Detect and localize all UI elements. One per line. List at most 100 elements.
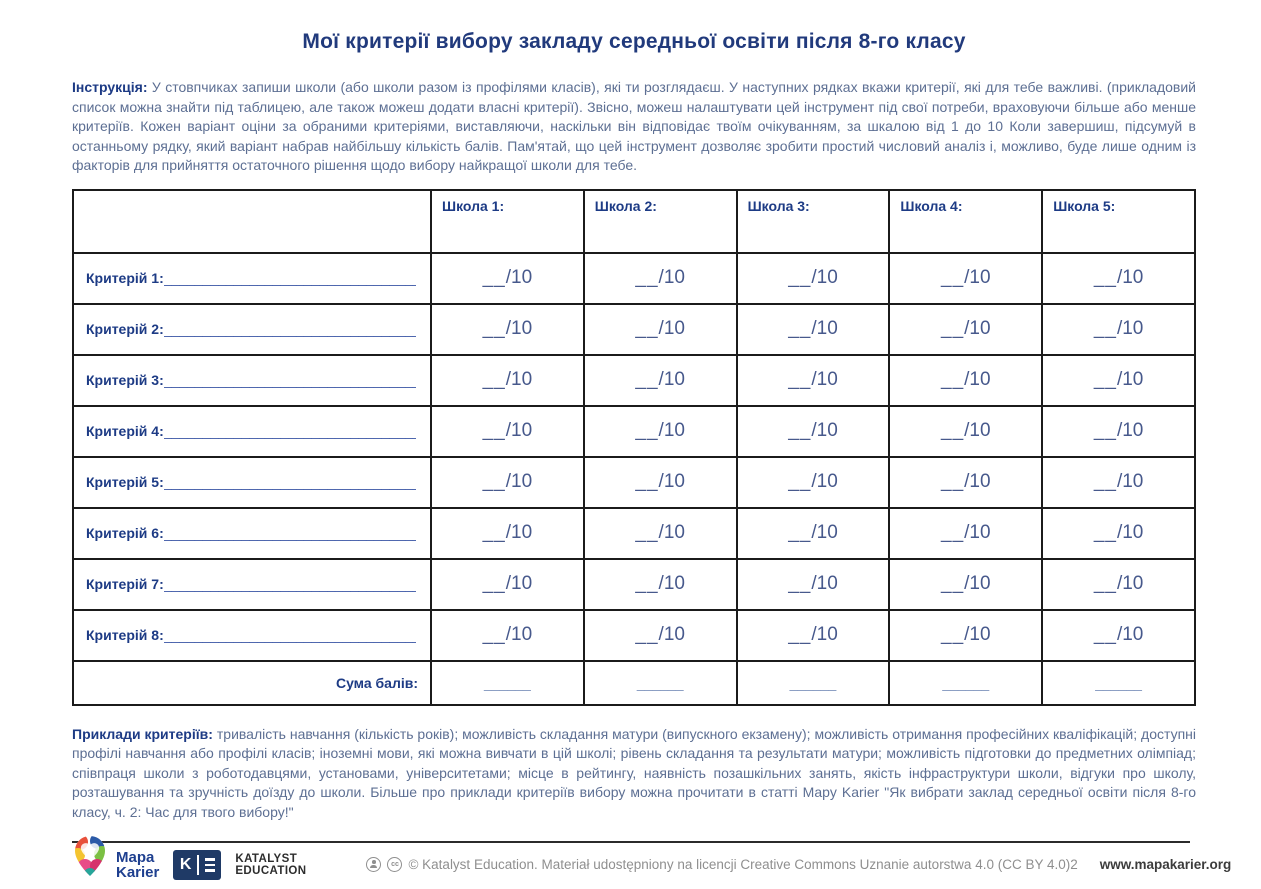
score-cell[interactable]: __/10 [735, 506, 891, 560]
criterion-blank[interactable]: ______________________________________ [163, 576, 416, 592]
score-blank[interactable]: __ [788, 369, 812, 390]
criterion-blank[interactable]: ______________________________________ [163, 372, 416, 388]
criterion-blank[interactable]: ______________________________________ [163, 270, 416, 286]
score-blank[interactable]: __ [1093, 573, 1117, 594]
score-cell[interactable]: __/10 [735, 251, 891, 305]
score-cell[interactable]: __/10 [735, 608, 891, 662]
score-blank[interactable]: __ [482, 471, 506, 492]
website-link[interactable]: www.mapakarier.org [1099, 856, 1232, 872]
score-blank[interactable]: __ [941, 624, 965, 645]
score-blank[interactable]: __ [1093, 267, 1117, 288]
school-name-blank[interactable]: ______________ [747, 236, 857, 247]
score-cell[interactable]: __/10 [430, 353, 585, 407]
score-blank[interactable]: __ [941, 267, 965, 288]
sum-cell[interactable]: ______ [582, 659, 738, 706]
score-cell[interactable]: __/10 [1041, 404, 1196, 458]
criterion-blank[interactable]: ______________________________________ [163, 525, 416, 541]
score-cell[interactable]: __/10 [582, 557, 738, 611]
sum-blank[interactable]: ______ [789, 674, 837, 691]
score-cell[interactable]: __/10 [582, 251, 738, 305]
score-cell[interactable]: __/10 [888, 455, 1044, 509]
criterion-blank[interactable]: ______________________________________ [163, 321, 416, 337]
score-blank[interactable]: __ [635, 624, 659, 645]
score-cell[interactable]: __/10 [430, 455, 585, 509]
score-cell[interactable]: __/10 [430, 506, 585, 560]
score-blank[interactable]: __ [788, 267, 812, 288]
score-cell[interactable]: __/10 [1041, 353, 1196, 407]
score-blank[interactable]: __ [482, 267, 506, 288]
score-blank[interactable]: __ [482, 420, 506, 441]
score-blank[interactable]: __ [941, 369, 965, 390]
score-cell[interactable]: __/10 [430, 557, 585, 611]
score-blank[interactable]: __ [941, 318, 965, 339]
school-name-blank[interactable]: ______________ [1053, 236, 1163, 247]
score-blank[interactable]: __ [1093, 420, 1117, 441]
score-blank[interactable]: __ [482, 573, 506, 594]
score-blank[interactable]: __ [635, 522, 659, 543]
score-cell[interactable]: __/10 [888, 557, 1044, 611]
score-blank[interactable]: __ [482, 522, 506, 543]
score-blank[interactable]: __ [635, 369, 659, 390]
score-blank[interactable]: __ [482, 624, 506, 645]
criterion-blank[interactable]: ______________________________________ [163, 627, 416, 643]
score-blank[interactable]: __ [941, 573, 965, 594]
sum-blank[interactable]: ______ [1095, 674, 1142, 691]
score-blank[interactable]: __ [482, 318, 506, 339]
score-cell[interactable]: __/10 [582, 302, 738, 356]
school-name-blank[interactable]: ______________ [594, 236, 704, 247]
sum-blank[interactable]: ______ [942, 674, 990, 691]
score-blank[interactable]: __ [788, 318, 812, 339]
score-cell[interactable]: __/10 [582, 506, 738, 560]
score-blank[interactable]: __ [788, 522, 812, 543]
score-cell[interactable]: __/10 [1041, 608, 1196, 662]
score-cell[interactable]: __/10 [582, 608, 738, 662]
score-cell[interactable]: __/10 [735, 404, 891, 458]
score-blank[interactable]: __ [941, 420, 965, 441]
sum-cell[interactable]: ______ [735, 659, 891, 706]
score-cell[interactable]: __/10 [582, 455, 738, 509]
score-blank[interactable]: __ [482, 369, 506, 390]
score-cell[interactable]: __/10 [888, 608, 1044, 662]
score-cell[interactable]: __/10 [1041, 506, 1196, 560]
score-cell[interactable]: __/10 [888, 506, 1044, 560]
score-blank[interactable]: __ [941, 471, 965, 492]
score-cell[interactable]: __/10 [888, 251, 1044, 305]
score-blank[interactable]: __ [635, 573, 659, 594]
score-cell[interactable]: __/10 [430, 608, 585, 662]
score-cell[interactable]: __/10 [735, 455, 891, 509]
score-blank[interactable]: __ [1093, 471, 1117, 492]
school-name-blank[interactable]: ______________ [442, 236, 552, 247]
score-cell[interactable]: __/10 [582, 353, 738, 407]
score-cell[interactable]: __/10 [1041, 302, 1196, 356]
score-blank[interactable]: __ [1093, 318, 1117, 339]
score-blank[interactable]: __ [788, 471, 812, 492]
score-blank[interactable]: __ [635, 267, 659, 288]
score-cell[interactable]: __/10 [1041, 455, 1196, 509]
score-blank[interactable]: __ [788, 573, 812, 594]
sum-cell[interactable]: ______ [888, 659, 1044, 706]
score-cell[interactable]: __/10 [735, 353, 891, 407]
score-cell[interactable]: __/10 [1041, 557, 1196, 611]
sum-cell[interactable]: ______ [430, 659, 585, 706]
score-cell[interactable]: __/10 [582, 404, 738, 458]
score-cell[interactable]: __/10 [888, 353, 1044, 407]
sum-blank[interactable]: ______ [484, 674, 531, 691]
score-blank[interactable]: __ [941, 522, 965, 543]
score-cell[interactable]: __/10 [430, 404, 585, 458]
score-blank[interactable]: __ [788, 420, 812, 441]
score-blank[interactable]: __ [1093, 522, 1117, 543]
score-cell[interactable]: __/10 [888, 302, 1044, 356]
score-cell[interactable]: __/10 [1041, 251, 1196, 305]
sum-blank[interactable]: ______ [636, 674, 684, 691]
score-cell[interactable]: __/10 [735, 557, 891, 611]
score-cell[interactable]: __/10 [888, 404, 1044, 458]
criterion-blank[interactable]: ______________________________________ [163, 423, 416, 439]
score-blank[interactable]: __ [1093, 369, 1117, 390]
school-name-blank[interactable]: ______________ [900, 236, 1010, 247]
score-cell[interactable]: __/10 [735, 302, 891, 356]
score-blank[interactable]: __ [635, 318, 659, 339]
score-cell[interactable]: __/10 [430, 302, 585, 356]
score-blank[interactable]: __ [1093, 624, 1117, 645]
score-blank[interactable]: __ [788, 624, 812, 645]
score-cell[interactable]: __/10 [430, 251, 585, 305]
